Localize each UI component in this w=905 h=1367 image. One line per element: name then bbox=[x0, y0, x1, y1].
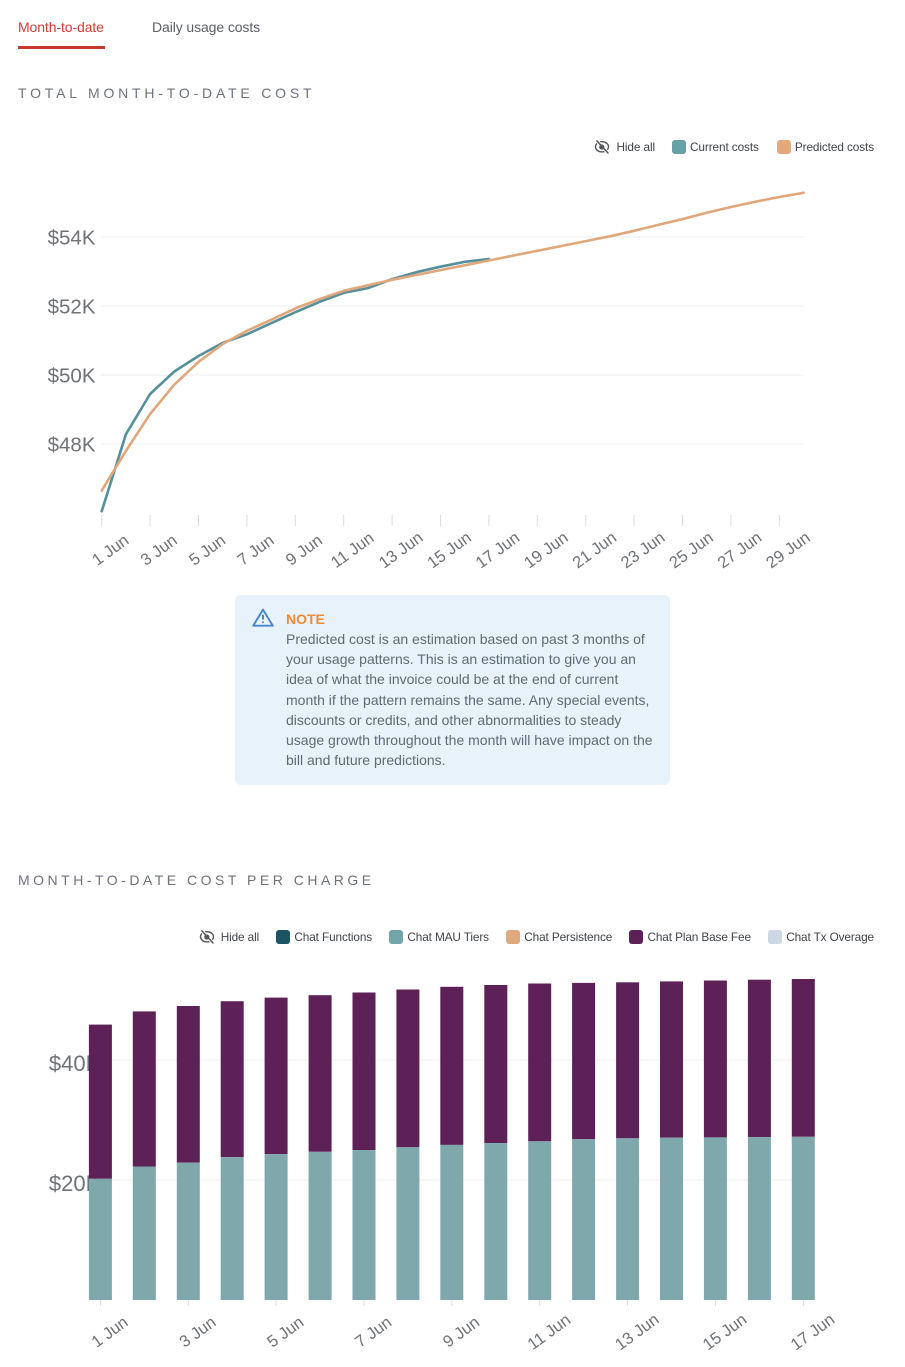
svg-text:13 Jun: 13 Jun bbox=[612, 1310, 663, 1354]
svg-text:11 Jun: 11 Jun bbox=[524, 1311, 574, 1354]
svg-text:1 Jun: 1 Jun bbox=[89, 531, 132, 569]
svg-text:3 Jun: 3 Jun bbox=[176, 1313, 219, 1351]
svg-text:9 Jun: 9 Jun bbox=[283, 531, 326, 569]
svg-text:1 Jun: 1 Jun bbox=[88, 1313, 131, 1351]
svg-text:7 Jun: 7 Jun bbox=[234, 531, 277, 569]
svg-text:17 Jun: 17 Jun bbox=[788, 1310, 839, 1354]
svg-text:19 Jun: 19 Jun bbox=[521, 529, 572, 573]
svg-text:$48K: $48K bbox=[48, 433, 96, 456]
svg-text:$50K: $50K bbox=[48, 364, 96, 387]
svg-text:23 Jun: 23 Jun bbox=[618, 529, 669, 573]
svg-text:25 Jun: 25 Jun bbox=[666, 529, 717, 573]
svg-text:5 Jun: 5 Jun bbox=[264, 1313, 307, 1351]
svg-text:7 Jun: 7 Jun bbox=[352, 1313, 395, 1351]
svg-text:27 Jun: 27 Jun bbox=[715, 529, 766, 573]
svg-text:13 Jun: 13 Jun bbox=[376, 529, 427, 573]
svg-text:5 Jun: 5 Jun bbox=[186, 531, 229, 569]
svg-text:$52K: $52K bbox=[48, 295, 96, 318]
svg-text:21 Jun: 21 Jun bbox=[569, 529, 620, 573]
svg-text:3 Jun: 3 Jun bbox=[137, 531, 180, 569]
svg-text:29 Jun: 29 Jun bbox=[763, 529, 814, 573]
svg-text:15 Jun: 15 Jun bbox=[700, 1310, 751, 1354]
svg-text:$54K: $54K bbox=[48, 226, 96, 249]
svg-text:11 Jun: 11 Jun bbox=[328, 529, 378, 572]
svg-text:15 Jun: 15 Jun bbox=[424, 529, 475, 573]
svg-text:17 Jun: 17 Jun bbox=[473, 529, 524, 573]
svg-text:9 Jun: 9 Jun bbox=[440, 1313, 483, 1351]
